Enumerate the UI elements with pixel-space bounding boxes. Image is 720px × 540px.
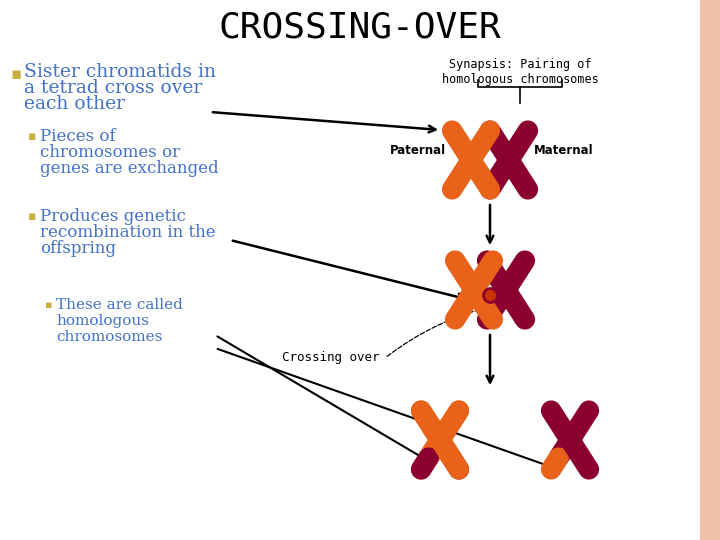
Text: Sister chromatids in: Sister chromatids in bbox=[24, 63, 216, 81]
Text: Synapsis: Pairing of
homologous chromosomes: Synapsis: Pairing of homologous chromoso… bbox=[441, 58, 598, 86]
Text: Crossing over: Crossing over bbox=[282, 352, 380, 365]
Text: Produces genetic: Produces genetic bbox=[40, 208, 186, 225]
Text: homologous: homologous bbox=[56, 314, 149, 328]
Text: Pieces of: Pieces of bbox=[40, 128, 116, 145]
Text: genes are exchanged: genes are exchanged bbox=[40, 160, 219, 177]
Text: Paternal: Paternal bbox=[390, 144, 446, 157]
Text: recombination in the: recombination in the bbox=[40, 224, 215, 241]
Text: Maternal: Maternal bbox=[534, 144, 593, 157]
Text: CROSSING-OVER: CROSSING-OVER bbox=[219, 11, 501, 45]
Text: a tetrad cross over: a tetrad cross over bbox=[24, 79, 202, 97]
Text: chromosomes: chromosomes bbox=[56, 330, 163, 344]
Text: each other: each other bbox=[24, 95, 125, 113]
Text: ▪: ▪ bbox=[28, 130, 37, 143]
Text: ▪: ▪ bbox=[45, 300, 53, 310]
Text: ▪: ▪ bbox=[10, 65, 22, 83]
Text: offspring: offspring bbox=[40, 240, 116, 257]
Text: ▪: ▪ bbox=[28, 210, 37, 223]
Text: These are called: These are called bbox=[56, 298, 183, 312]
Text: chromosomes or: chromosomes or bbox=[40, 144, 180, 161]
Bar bbox=[700, 0, 720, 540]
